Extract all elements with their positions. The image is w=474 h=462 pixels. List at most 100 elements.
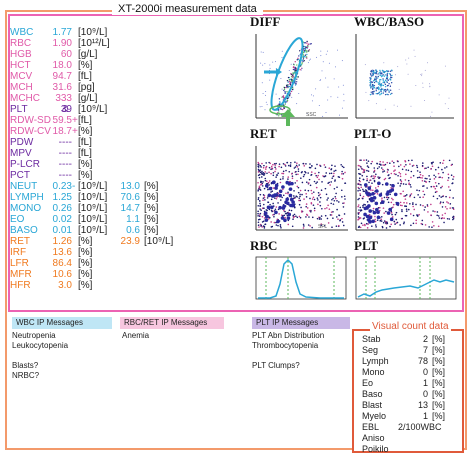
visual-count-unit: [%]: [432, 345, 446, 355]
param-unit: [10⁹/L]: [78, 104, 108, 115]
wbc-ip-header: WBC IP Messages: [12, 317, 112, 329]
param-label: RET: [10, 236, 30, 247]
param-unit: [10⁹/L]: [78, 225, 108, 236]
param-unit: [%]: [78, 236, 93, 247]
ret-plot-label: RET: [250, 126, 277, 141]
plt-plot-label: PLT: [354, 238, 379, 253]
visual-count-row: EBL 2/100WBC: [362, 422, 442, 433]
param-unit: [g/L]: [78, 93, 98, 104]
diff-scatterplot: SSC: [255, 34, 348, 119]
param-label: RBC: [10, 38, 32, 49]
param-unit-2: [%]: [144, 181, 159, 192]
plt-histogram: [355, 256, 457, 300]
param-unit: [%]: [78, 126, 93, 137]
param-value: ----: [58, 170, 72, 181]
message-line: PLT Clumps?: [252, 361, 300, 370]
param-unit: [fL]: [78, 148, 92, 159]
param-label: MCH: [10, 82, 33, 93]
rbc-ip-header: RBC/RET IP Messages: [120, 317, 224, 329]
visual-count-box: Stab 2 [%] Seg 7 [%] Lymph 78 [%] Mono 0 [%] Eo 1 [%] B…: [352, 329, 464, 454]
param-value: ----: [58, 137, 72, 148]
param-unit-2: [%]: [144, 203, 159, 214]
param-unit-2: [%]: [144, 225, 159, 236]
visual-count-value: 2/100WBC: [398, 422, 442, 432]
visual-count-label: Stab: [362, 334, 381, 344]
message-line: [252, 351, 324, 361]
axis-label: SFL: [318, 224, 327, 230]
visual-count-row: Lymph 78 [%]: [362, 356, 445, 367]
param-label: WBC: [10, 27, 34, 38]
message-line: Blasts?: [12, 361, 39, 370]
visual-count-label: Aniso: [362, 433, 385, 443]
visual-count-unit: [%]: [432, 411, 446, 421]
visual-count-unit: [%]: [432, 367, 446, 377]
visual-count-label: Blast: [362, 400, 383, 410]
visual-count-label: Mono: [362, 367, 385, 377]
param-label: PCT: [10, 170, 30, 181]
message-line: [12, 351, 68, 361]
param-unit: [%]: [78, 280, 93, 291]
param-label: LYMPH: [10, 192, 44, 203]
message-line: Thrombocytopenia: [252, 341, 319, 350]
param-unit-2: [%]: [144, 192, 159, 203]
param-unit: [10⁹/L]: [78, 192, 108, 203]
param-label: PLT: [10, 104, 28, 115]
param-value: 59.5: [52, 115, 72, 126]
plto-plot-label: PLT-O: [354, 126, 392, 141]
plt-ip-header: PLT IP Messages: [252, 317, 350, 329]
param-value: 0.26: [52, 203, 72, 214]
ret-scatterplot: SFL: [255, 146, 348, 231]
param-value-2: 0.6: [126, 225, 140, 236]
param-value: 0.02: [52, 214, 72, 225]
visual-count-value: 0: [422, 367, 428, 377]
param-value: 31.6: [52, 82, 72, 93]
visual-count-unit: [%]: [432, 334, 446, 344]
message-line: Neutropenia: [12, 331, 56, 340]
param-value: ----: [58, 148, 72, 159]
visual-count-value: 1: [422, 378, 428, 388]
param-value: 1.25: [52, 192, 72, 203]
param-value: 60: [60, 49, 72, 60]
message-line: NRBC?: [12, 371, 40, 380]
visual-count-title: Visual count data: [370, 321, 451, 332]
visual-count-row: Mono 0 [%]: [362, 367, 445, 378]
param-value: 94.7: [52, 71, 72, 82]
visual-count-label: EBL: [362, 422, 380, 432]
param-value: 86.4: [52, 258, 72, 269]
visual-count-label: Eo: [362, 378, 374, 388]
visual-count-value: 1: [422, 411, 428, 421]
param-unit-2: [10⁹/L]: [144, 236, 174, 247]
param-unit: [pg]: [78, 82, 95, 93]
visual-count-value: 78: [417, 356, 428, 366]
visual-count-value: 7: [422, 345, 428, 355]
param-unit: [fL]: [78, 71, 92, 82]
param-label: IRF: [10, 247, 27, 258]
param-unit: [10⁹/L]: [78, 181, 108, 192]
visual-count-row: Myelo 1 [%]: [362, 411, 445, 422]
wbcbaso-plot-label: WBC/BASO: [354, 14, 425, 29]
param-unit: [%]: [78, 159, 93, 170]
cluster-outline-green: [269, 105, 291, 115]
param-label: HCT: [10, 60, 31, 71]
visual-count-row: Baso 0 [%]: [362, 389, 445, 400]
visual-count-unit: [%]: [432, 400, 446, 410]
param-unit: [10¹²/L]: [78, 38, 110, 49]
param-unit: [10⁹/L]: [78, 27, 108, 38]
param-value: 0.23: [52, 181, 72, 192]
param-unit: [g/L]: [78, 49, 98, 60]
param-flag: +: [72, 126, 78, 137]
param-unit: [fL]: [78, 137, 92, 148]
param-unit: [fL]: [78, 115, 92, 126]
param-value: 39: [60, 104, 72, 115]
visual-count-row: Blast 13 [%]: [362, 400, 445, 411]
param-unit: [%]: [78, 60, 93, 71]
visual-count-label: Baso: [362, 389, 383, 399]
param-value-2: 13.0: [120, 181, 140, 192]
param-unit-2: [%]: [144, 214, 159, 225]
message-line: PLT Abn Distribution: [252, 331, 325, 340]
param-label: MFR: [10, 269, 32, 280]
param-value: 18.7: [52, 126, 72, 137]
visual-count-value: 0: [422, 389, 428, 399]
param-value-2: 23.9: [120, 236, 140, 247]
param-label: HFR: [10, 280, 31, 291]
